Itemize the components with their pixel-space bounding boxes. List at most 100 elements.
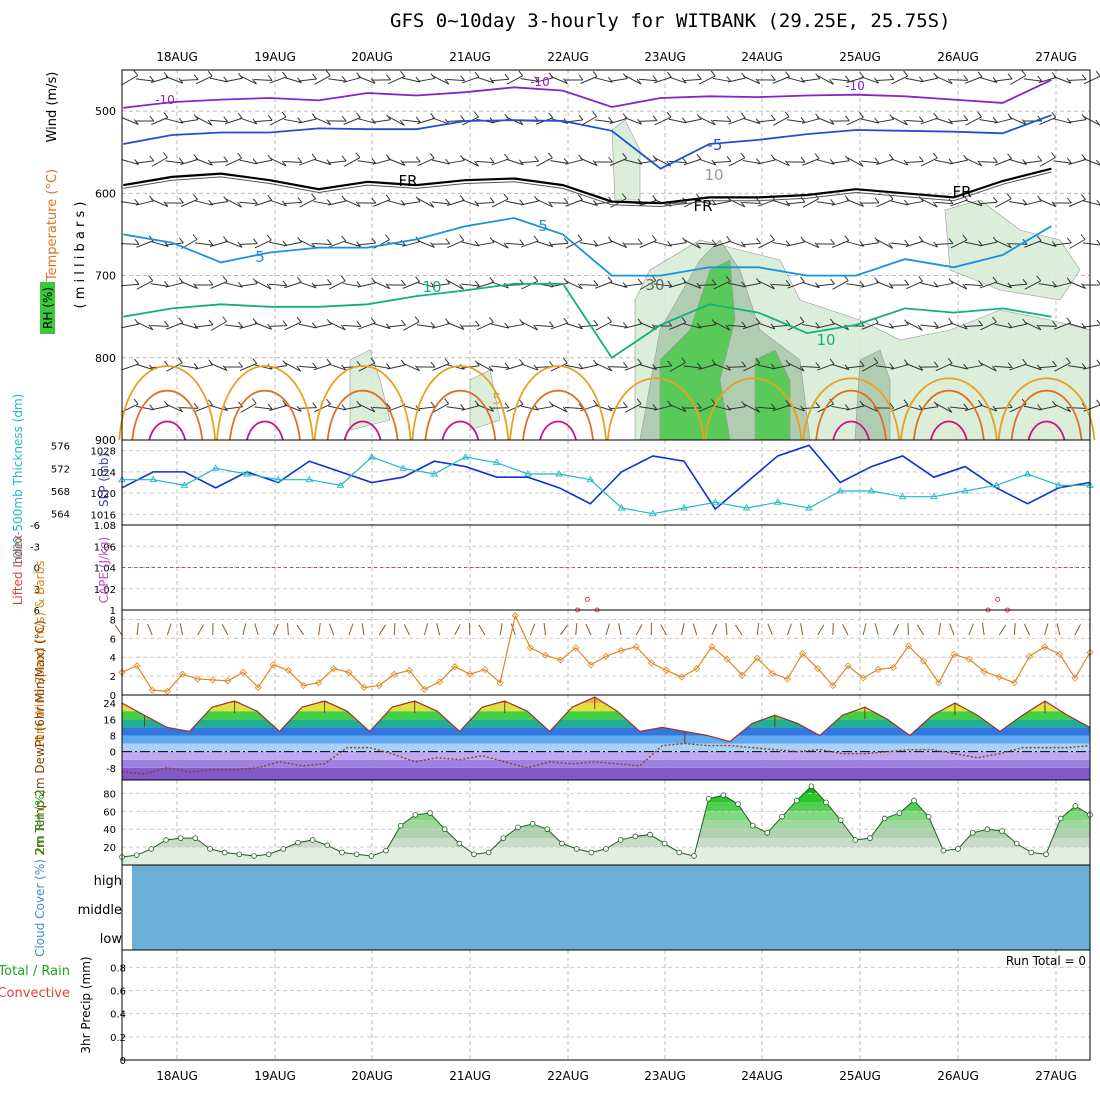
wind-barb-flag — [652, 195, 658, 201]
wind-barb — [550, 282, 569, 288]
cape-tick-label: 1.04 — [94, 564, 116, 575]
rh2m-point — [632, 833, 639, 840]
wind-barb-flag — [830, 238, 835, 245]
wind-barb — [816, 363, 835, 371]
wind-barb-flag — [297, 77, 302, 83]
date-label-top: 22AUG — [547, 50, 589, 64]
thickness-point — [898, 492, 907, 500]
wind-barb — [609, 240, 627, 248]
wind10-barb — [916, 624, 925, 636]
wind-barb — [653, 283, 672, 287]
wind-barb — [564, 406, 584, 410]
wind-barb — [757, 406, 776, 410]
wind-barb — [298, 365, 317, 369]
wind-barb — [920, 157, 938, 167]
wind-barb-flag — [548, 321, 554, 327]
wind-barb — [949, 79, 968, 81]
wind-barb — [713, 240, 731, 248]
wind-barb — [550, 76, 568, 84]
wind-barb-flag — [1036, 275, 1042, 282]
wind-barb — [1083, 242, 1100, 246]
wind-barb — [1053, 76, 1071, 84]
wind-barb — [846, 76, 864, 84]
rh2m-point — [295, 839, 301, 846]
wind-barb — [580, 158, 598, 166]
wind-barb-flag — [430, 113, 435, 119]
wind10-barb — [756, 623, 760, 636]
wind-barb — [520, 363, 539, 371]
wind-barb — [905, 161, 924, 163]
wind-barb — [520, 240, 539, 248]
wind-barb-flag — [134, 278, 140, 285]
wind-barb — [565, 159, 583, 165]
wind-barb-flag — [326, 358, 332, 365]
thickness-point — [274, 475, 282, 483]
wind10-barb — [635, 624, 643, 636]
rh2m-point — [691, 853, 697, 859]
wind-barb-flag — [800, 196, 806, 203]
date-label-bottom: 24AUG — [741, 1069, 783, 1083]
wind-barb — [668, 282, 687, 288]
wind-barb-flag — [858, 161, 864, 167]
date-label-top: 24AUG — [741, 50, 783, 64]
wind-barb-flag — [918, 116, 924, 122]
wind-barb-flag — [844, 364, 850, 370]
wind-barb-flag — [134, 159, 140, 165]
wind-barb — [638, 120, 658, 122]
wind-barb — [476, 281, 494, 289]
wind10-point — [950, 650, 958, 658]
wind-barb — [743, 403, 760, 413]
wind-barb — [1039, 117, 1057, 125]
wind-barb — [224, 117, 243, 125]
wind-barb-flag — [134, 239, 140, 245]
wind-barb — [298, 158, 317, 166]
li-tick-label: 6 — [34, 606, 40, 617]
wind-barb-flag — [756, 158, 761, 164]
wind-barb-flag — [267, 403, 273, 410]
rh2m-point — [265, 851, 272, 858]
wind-barb — [313, 158, 332, 166]
wind-barb-flag — [1081, 154, 1087, 160]
rh2m-point — [236, 851, 243, 858]
contour-plus25 — [929, 420, 968, 441]
wind-barb-flag — [356, 281, 362, 287]
wind-barb — [343, 157, 361, 167]
wind-barb — [195, 200, 213, 206]
wind-barb-flag — [296, 365, 302, 372]
wind10-barb — [318, 623, 321, 636]
wind-barb-flag — [1037, 155, 1043, 162]
wind10-barb — [378, 624, 386, 636]
wind-barb-flag — [489, 157, 495, 163]
wind-barb — [875, 323, 894, 329]
wind-barb — [905, 200, 924, 206]
wind-barb — [1038, 325, 1057, 327]
wind10-point — [844, 662, 852, 670]
wind-barb — [683, 78, 702, 82]
wind-barb-flag — [163, 112, 169, 118]
wind-barb — [417, 282, 435, 288]
rh-band — [122, 802, 1090, 812]
wind-barb — [949, 364, 968, 370]
wind-tick-label: 2 — [110, 672, 116, 683]
wind-barb — [1053, 282, 1072, 288]
wind10-barb — [787, 623, 792, 636]
wind-barb — [239, 201, 258, 205]
wind-barb-flag — [1095, 70, 1100, 77]
wind-barb — [254, 119, 273, 123]
wind-barb — [891, 116, 908, 126]
wind-barb — [1083, 116, 1100, 126]
wind-barb — [861, 282, 879, 288]
wind-barb — [268, 283, 288, 287]
rh-tick-label: 20 — [103, 843, 116, 854]
li-tick-label: 3 — [34, 585, 40, 596]
wind-barb — [698, 284, 717, 286]
wind10-barb — [424, 623, 429, 636]
thickness-point — [773, 498, 782, 505]
contour-label: 10 — [704, 166, 723, 184]
wind-barb-flag — [726, 116, 732, 122]
wind10-barb — [1056, 623, 1061, 636]
wind-barb-flag — [962, 234, 968, 241]
wind-barb-flag — [370, 317, 376, 324]
wind-barb-flag — [474, 280, 480, 287]
wind-barb — [949, 119, 968, 123]
